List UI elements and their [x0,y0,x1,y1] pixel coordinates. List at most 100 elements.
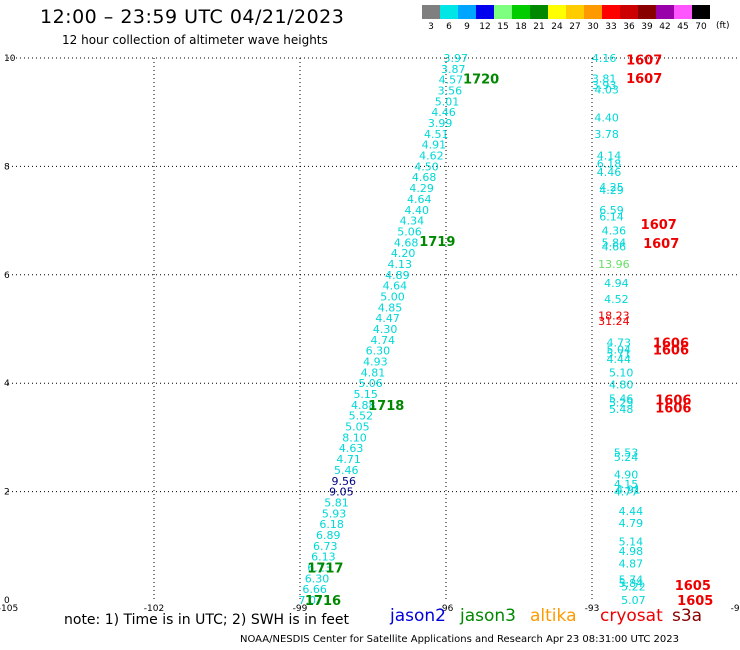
wave-height-point: 3.81 [592,73,617,86]
track-label: 1717 [307,561,343,576]
wave-height-point: 5.00 [380,290,405,303]
color-scale-label: 45 [677,22,688,32]
wave-height-point: 4.36 [602,224,627,237]
wave-height-point: 3.56 [438,85,463,98]
wave-height-point: 9.56 [332,475,357,488]
track-label: 1607 [643,237,679,252]
footer-note: note: 1) Time is in UTC; 2) SWH is in fe… [64,612,350,628]
wave-height-point: 5.84 [619,577,644,590]
wave-height-point: 5.52 [349,410,374,423]
wave-height-point: 5.81 [324,496,349,509]
wave-height-point: 4.46 [597,166,622,179]
track-label: 1718 [368,399,404,414]
y-tick-label: 8 [4,162,10,172]
wave-height-point: 4.74 [370,334,395,347]
wave-height-point: 4.30 [373,323,398,336]
wave-height-point: 4.68 [394,236,419,249]
wave-height-point: 4.20 [391,247,416,260]
wave-height-point: 4.47 [375,312,400,325]
wave-height-point: 5.74 [619,573,644,586]
wave-height-point: 6.89 [316,529,341,542]
wave-height-point: 4.29 [599,184,624,197]
wave-height-point: 4.81 [361,366,386,379]
x-tick-label: -93 [585,604,600,614]
color-scale-label: 70 [695,22,707,32]
wave-height-point: 4.93 [363,356,388,369]
wave-height-point: 5.46 [609,392,634,405]
wave-height-point: 4.40 [594,112,619,125]
wave-height-point: 4.89 [385,269,410,282]
wave-height-point: 5.04 [607,344,632,357]
wave-height-point: 5.93 [322,507,347,520]
wave-height-point: 4.68 [412,171,437,184]
color-scale-swatch [584,5,602,19]
color-scale-swatch [494,5,512,19]
wave-height-point: 31.24 [598,315,630,328]
wave-height-point: 6.73 [313,540,338,553]
chart-title: 12:00 – 23:59 UTC 04/21/2023 [40,6,345,28]
wave-height-point: 6.30 [366,345,391,358]
footer-credit: NOAA/NESDIS Center for Satellite Applica… [240,634,679,645]
legend-jason3: jason3 [460,606,516,626]
wave-height-point: 5.01 [435,95,460,108]
legend-cryosat: cryosat [600,606,663,626]
track-label: 1605 [675,579,711,594]
y-tick-label: 0 [4,596,10,606]
wave-height-point: 5.24 [614,451,639,464]
color-scale-swatch [674,5,692,19]
track-label: 1606 [655,393,691,408]
wave-height-point: 4.57 [439,74,464,87]
wave-height-point: 3.93 [592,79,617,92]
track-label: 1606 [653,337,689,352]
track-label: 1606 [653,344,689,359]
wave-height-point: 5.48 [609,403,634,416]
x-tick-label: -105 [0,604,18,614]
wave-height-point: 4.52 [604,293,629,306]
track-label: 1607 [626,54,662,69]
wave-height-point: 4.46 [431,106,456,119]
wave-height-point: 18.23 [598,309,630,322]
color-scale-swatch [458,5,476,19]
chart-subtitle: 12 hour collection of altimeter wave hei… [62,33,328,47]
wave-height-point: 5.53 [614,447,639,460]
wave-height-point: 4.90 [614,468,639,481]
wave-height-point: 4.85 [378,301,403,314]
wave-height-point: 4.03 [594,83,619,96]
wave-height-point: 6.59 [599,204,624,217]
wave-height-point: 13.96 [598,258,630,271]
x-tick-label: -99 [293,604,308,614]
wave-height-point: 3.87 [441,63,466,76]
wave-height-point: 5.14 [619,535,644,548]
x-tick-label: -102 [144,604,164,614]
wave-height-point: 4.80 [609,378,634,391]
color-scale-swatch [602,5,620,19]
wave-height-point: 4.25 [599,181,624,194]
wave-height-point: 4.77 [614,486,639,499]
color-scale-swatch [656,5,674,19]
wave-height-point: 6.13 [311,551,336,564]
wave-height-point: 5.71 [607,347,632,360]
wave-height-point: 4.13 [388,258,413,271]
wave-height-point: 4.73 [607,337,632,350]
color-scale-label: 24 [551,22,563,32]
color-scale-swatch [530,5,548,19]
wave-height-point: 5.05 [345,421,370,434]
color-scale-label: 18 [515,22,527,32]
y-tick-label: 2 [4,488,10,498]
wave-height-point: 3.97 [443,52,468,65]
wave-height-point: 4.62 [419,150,444,163]
track-label: 1607 [641,218,677,233]
color-scale-label: 9 [464,22,470,32]
legend-jason2: jason2 [390,606,446,626]
wave-height-point: 6.18 [597,158,622,171]
wave-height-point: 4.71 [336,453,361,466]
color-scale-label: 42 [659,22,670,32]
wave-height-point: 4.44 [607,353,632,366]
wave-height-point: 4.91 [616,483,641,496]
wave-height-point: 5.29 [609,397,634,410]
wave-height-point: 6.13 [307,561,332,574]
wave-height-point: 4.29 [409,182,434,195]
wave-height-point: 5.07 [621,594,646,607]
color-scale-label: 30 [587,22,599,32]
color-scale: 3 6 9 12 15 18 21 24 27 30 33 36 39 42 45 70 [422,5,710,32]
